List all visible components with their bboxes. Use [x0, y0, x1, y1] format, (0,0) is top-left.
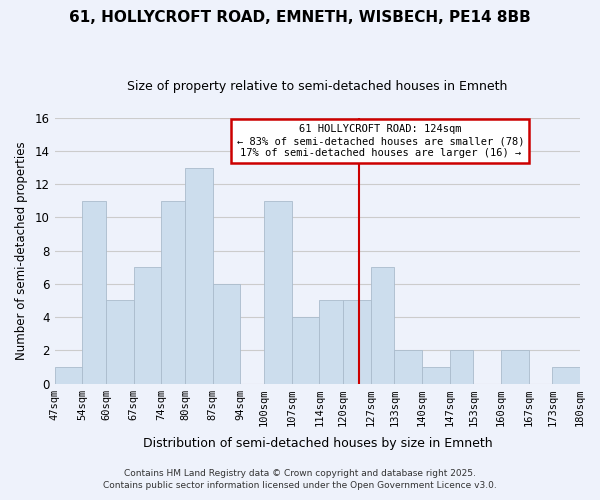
Bar [185, 168, 213, 384]
Bar [422, 367, 449, 384]
Bar [213, 284, 241, 384]
Bar [343, 300, 371, 384]
Bar [319, 300, 343, 384]
Text: 61 HOLLYCROFT ROAD: 124sqm
← 83% of semi-detached houses are smaller (78)
17% of: 61 HOLLYCROFT ROAD: 124sqm ← 83% of semi… [236, 124, 524, 158]
Bar [394, 350, 422, 384]
Text: 61, HOLLYCROFT ROAD, EMNETH, WISBECH, PE14 8BB: 61, HOLLYCROFT ROAD, EMNETH, WISBECH, PE… [69, 10, 531, 25]
Bar [449, 350, 473, 384]
Bar [371, 268, 394, 384]
Text: Contains HM Land Registry data © Crown copyright and database right 2025.
Contai: Contains HM Land Registry data © Crown c… [103, 468, 497, 490]
Bar [134, 268, 161, 384]
Bar [82, 201, 106, 384]
Y-axis label: Number of semi-detached properties: Number of semi-detached properties [15, 142, 28, 360]
X-axis label: Distribution of semi-detached houses by size in Emneth: Distribution of semi-detached houses by … [143, 437, 492, 450]
Bar [106, 300, 134, 384]
Title: Size of property relative to semi-detached houses in Emneth: Size of property relative to semi-detach… [127, 80, 508, 93]
Bar [161, 201, 185, 384]
Bar [292, 317, 319, 384]
Bar [553, 367, 580, 384]
Bar [55, 367, 82, 384]
Bar [264, 201, 292, 384]
Bar [501, 350, 529, 384]
